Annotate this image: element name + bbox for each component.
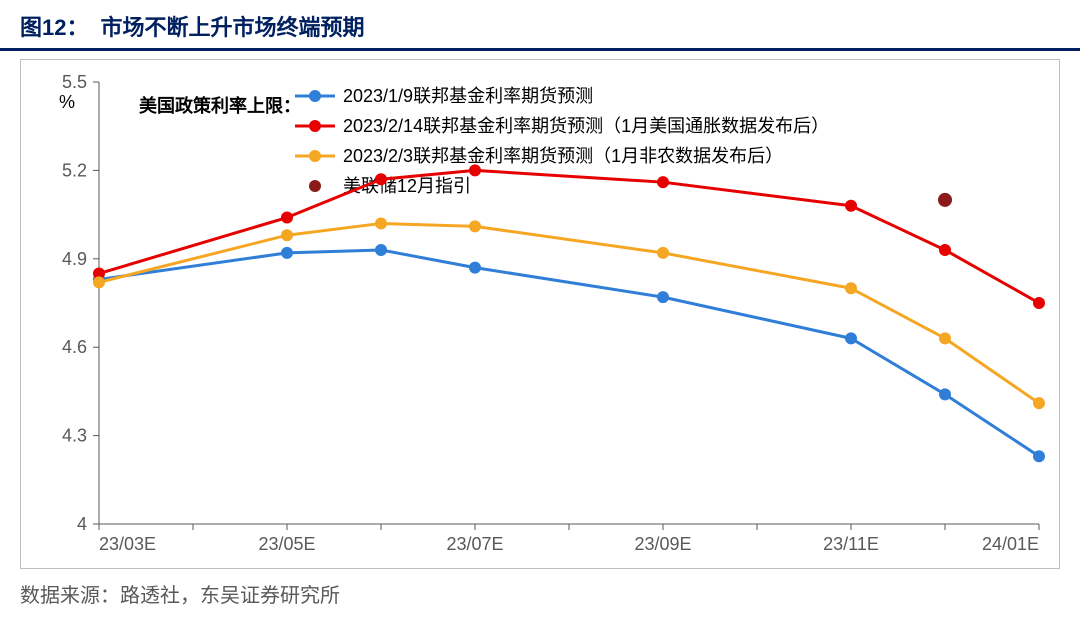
svg-text:5.5: 5.5 xyxy=(62,72,87,92)
svg-text:4.3: 4.3 xyxy=(62,426,87,446)
svg-text:2023/1/9联邦基金利率期货预测: 2023/1/9联邦基金利率期货预测 xyxy=(343,86,593,106)
figure-number: 图12： xyxy=(20,10,88,42)
svg-text:4.6: 4.6 xyxy=(62,337,87,357)
svg-text:23/09E: 23/09E xyxy=(634,534,691,554)
svg-text:23/03E: 23/03E xyxy=(99,534,156,554)
svg-text:2023/2/14联邦基金利率期货预测（1月美国通胀数据发布: 2023/2/14联邦基金利率期货预测（1月美国通胀数据发布后） xyxy=(343,116,829,136)
svg-text:4: 4 xyxy=(77,514,87,534)
svg-text:24/01E: 24/01E xyxy=(982,534,1039,554)
svg-text:%: % xyxy=(59,92,75,112)
figure-title-bar: 图12： 市场不断上升市场终端预期 xyxy=(0,0,1080,51)
svg-text:4.9: 4.9 xyxy=(62,249,87,269)
chart-container: 4 4.3 4.6 4.9 5.2 5.5 23/03E 23/05E 23/07E 23/09E… xyxy=(20,59,1060,569)
figure-title: 市场不断上升市场终端预期 xyxy=(100,10,364,42)
svg-text:23/11E: 23/11E xyxy=(823,534,879,554)
svg-text:23/07E: 23/07E xyxy=(446,534,503,554)
data-source: 数据来源：路透社，东吴证券研究所 xyxy=(0,573,1080,608)
chart-svg: 4 4.3 4.6 4.9 5.2 5.5 23/03E 23/05E 23/07E 23/09E… xyxy=(21,60,1059,568)
svg-text:美国政策利率上限：: 美国政策利率上限： xyxy=(139,95,301,116)
svg-text:23/05E: 23/05E xyxy=(258,534,315,554)
svg-text:5.2: 5.2 xyxy=(62,160,87,180)
svg-text:2023/2/3联邦基金利率期货预测（1月非农数据发布后）: 2023/2/3联邦基金利率期货预测（1月非农数据发布后） xyxy=(343,146,783,166)
